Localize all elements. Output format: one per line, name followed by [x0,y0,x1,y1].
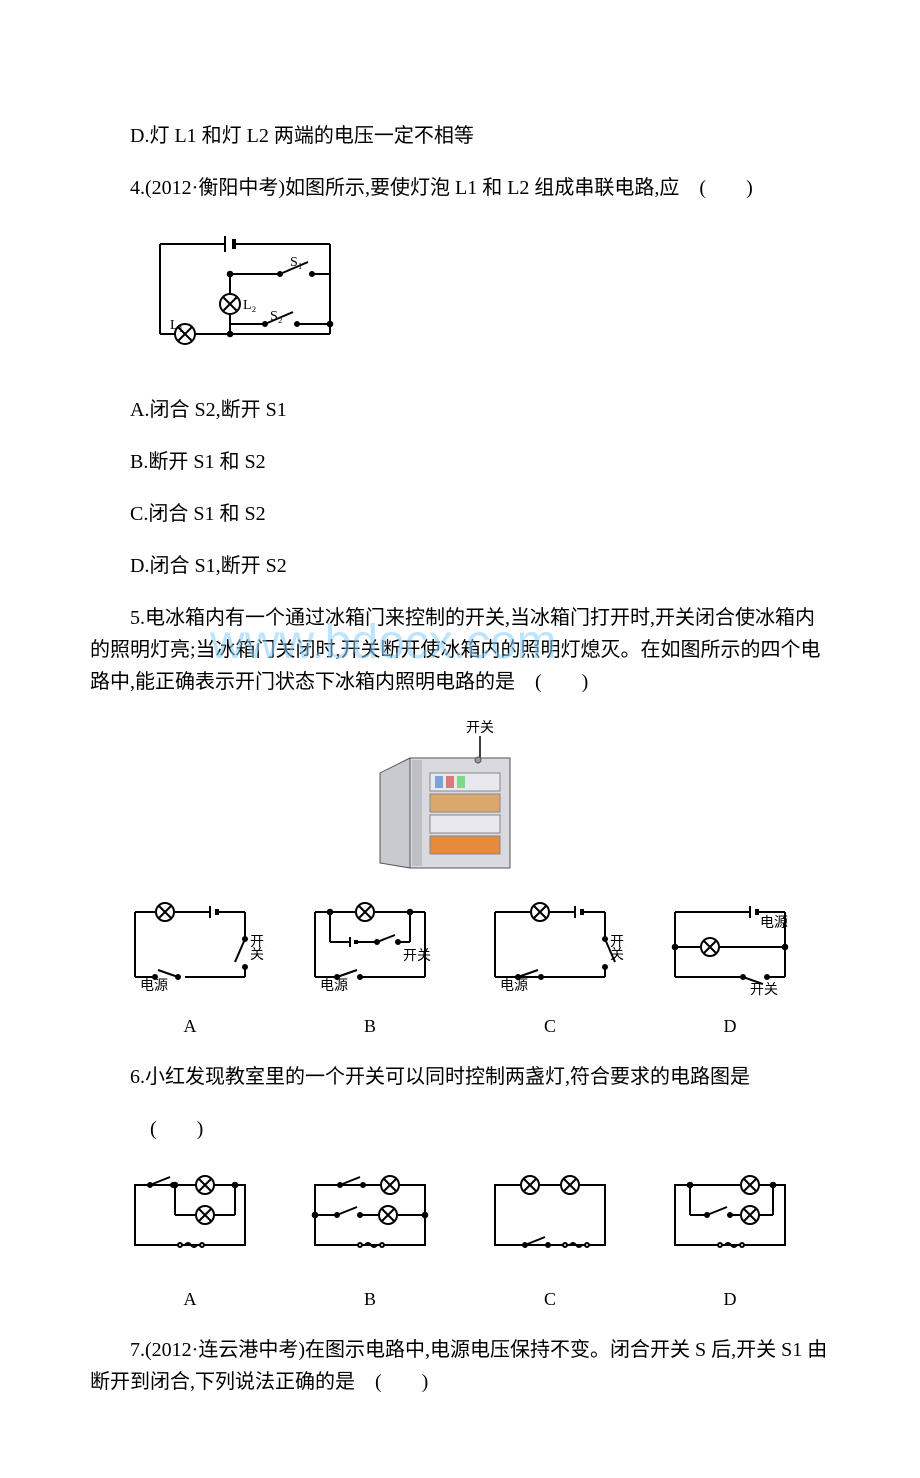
q6-option-b-figure [295,1165,445,1275]
q6-paren: ( ) [150,1113,830,1145]
q3-option-d: D.灯 L1 和灯 L2 两端的电压一定不相等 [90,120,830,152]
svg-text:电源: 电源 [320,978,348,994]
q7-stem: 7.(2012·连云港中考)在图示电路中,电源电压保持不变。闭合开关 S 后,开… [90,1334,830,1398]
q5-optB-cap: B [295,1012,445,1041]
q4-figure: L₁ L₂ S₁ S₂ [130,224,830,374]
q5-options-row: 开关 关 电源 A [90,892,830,1041]
q5-fridge-caption: 开关 [466,720,494,736]
q4-label-s1: S₁ [290,255,303,270]
q5-fridge-figure: 开关 [90,718,830,888]
q5-stem: 5.电冰箱内有一个通过冰箱门来控制的开关,当冰箱门打开时,开关闭合使冰箱内的照明… [90,602,830,698]
q6-optB-cap: B [295,1285,445,1314]
svg-text:电源: 电源 [760,915,788,931]
q5-option-c-figure: 开关 关 电源 [475,892,625,1002]
q4-option-d: D.闭合 S1,断开 S2 [90,550,830,582]
q5-optA-cap: A [115,1012,265,1041]
q6-stem: 6.小红发现教室里的一个开关可以同时控制两盏灯,符合要求的电路图是 [90,1061,830,1093]
q5-option-b-figure: 开关 电源 [295,892,445,1002]
svg-text:开关: 开关 [750,982,778,998]
q4-label-l1: L₁ [170,318,183,333]
q5-optC-cap: C [475,1012,625,1041]
svg-text:关: 关 [610,947,624,963]
q6-option-d-figure [655,1165,805,1275]
q6-optA-cap: A [115,1285,265,1314]
svg-text:电源: 电源 [500,978,528,994]
svg-text:关: 关 [250,947,264,963]
q6-option-a-figure [115,1165,265,1275]
q4-option-a: A.闭合 S2,断开 S1 [90,394,830,426]
svg-text:开关: 开关 [403,948,431,964]
q6-options-row: A [90,1165,830,1314]
q4-option-b: B.断开 S1 和 S2 [90,446,830,478]
q5-optD-cap: D [655,1012,805,1041]
q6-optD-cap: D [655,1285,805,1314]
q5-option-a-figure: 开关 关 电源 [115,892,265,1002]
q4-option-c: C.闭合 S1 和 S2 [90,498,830,530]
q4-label-l2: L₂ [243,298,257,313]
q4-label-s2: S₂ [270,309,283,324]
q6-optC-cap: C [475,1285,625,1314]
q6-option-c-figure [475,1165,625,1275]
q5-option-d-figure: 电源 开关 [655,892,805,1002]
svg-text:电源: 电源 [140,978,168,994]
q4-stem: 4.(2012·衡阳中考)如图所示,要使灯泡 L1 和 L2 组成串联电路,应 … [90,172,830,204]
